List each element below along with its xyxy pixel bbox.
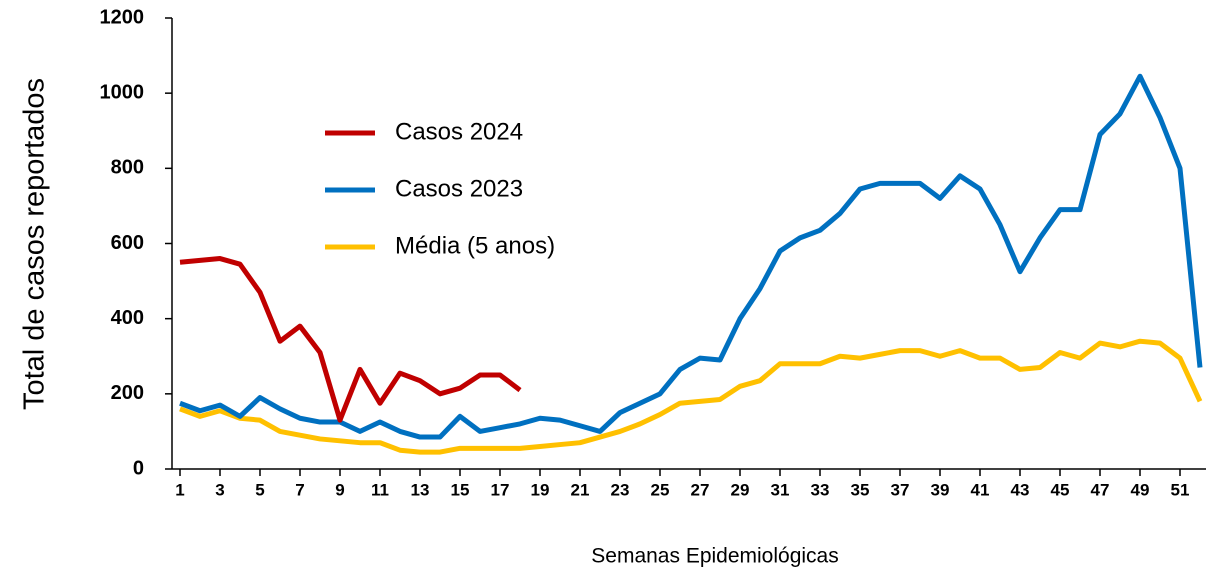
x-tick-label: 1 (175, 480, 184, 499)
legend-label: Casos 2024 (395, 118, 523, 145)
x-tick-label: 45 (1051, 480, 1070, 499)
x-tick-label: 33 (811, 480, 830, 499)
x-tick-label: 11 (371, 480, 389, 499)
x-tick-label: 23 (611, 480, 630, 499)
y-tick-label: 800 (111, 157, 144, 179)
x-tick-label: 27 (691, 480, 710, 499)
x-tick-label: 51 (1171, 480, 1190, 499)
x-axis-label: Semanas Epidemiológicas (591, 545, 838, 568)
x-tick-label: 7 (295, 480, 304, 499)
x-tick-label: 3 (215, 480, 224, 499)
x-tick-label: 25 (651, 480, 670, 499)
x-tick-label: 29 (731, 480, 750, 499)
y-tick-label: 0 (133, 457, 144, 479)
x-tick-label: 17 (491, 480, 510, 499)
x-tick-label: 43 (1011, 480, 1030, 499)
y-tick-label: 1200 (100, 6, 145, 28)
series-line (179, 256, 522, 423)
x-tick-label: 47 (1091, 480, 1110, 499)
legend-label: Casos 2023 (395, 175, 523, 202)
x-tick-label: 19 (531, 480, 550, 499)
y-tick-label: 200 (111, 382, 144, 404)
series-line (179, 73, 1203, 440)
x-tick-label: 9 (335, 480, 344, 499)
x-tick-label: 31 (771, 480, 790, 499)
x-tick-label: 39 (931, 480, 950, 499)
x-tick-label: 15 (451, 480, 470, 499)
y-tick-label: 600 (111, 232, 144, 254)
x-tick-label: 13 (411, 480, 430, 499)
x-tick-label: 5 (255, 480, 264, 499)
x-tick-label: 41 (971, 480, 990, 499)
x-tick-label: 21 (571, 480, 590, 499)
y-tick-label: 1000 (100, 81, 145, 103)
y-tick-label: 400 (111, 307, 144, 329)
x-tick-label: 35 (851, 480, 870, 499)
x-tick-label: 49 (1131, 480, 1150, 499)
y-axis-label: Total de casos reportados (19, 78, 51, 410)
legend-label: Média (5 anos) (395, 232, 555, 259)
x-tick-label: 37 (891, 480, 910, 499)
series-line (179, 338, 1203, 455)
